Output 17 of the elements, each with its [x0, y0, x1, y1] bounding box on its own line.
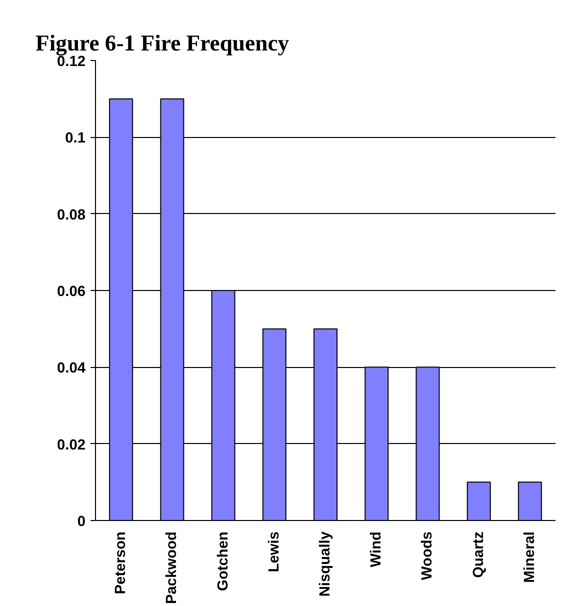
y-tick-label: 0 — [77, 514, 86, 530]
x-tick-label: Lewis — [266, 531, 282, 572]
y-tick-label: 0.02 — [56, 437, 86, 454]
x-tick-label: Gotchen — [215, 531, 232, 591]
x-tick-label: Quartz — [470, 531, 487, 578]
y-tick-label: 0.1 — [65, 130, 86, 147]
x-tick-label: Wind — [368, 531, 385, 568]
x-tick-label: Peterson — [113, 531, 130, 594]
y-tick-label: 0.06 — [56, 284, 86, 300]
y-tick-label: 0.12 — [56, 54, 86, 70]
y-tick-label: 0.04 — [56, 360, 86, 377]
x-tick-label: Mineral — [522, 532, 538, 583]
x-tick-label: Nisqually — [318, 530, 334, 597]
y-tick-label: 0.08 — [56, 207, 86, 224]
x-tick-label: Packwood — [164, 531, 180, 604]
x-tick-label: Woods — [420, 532, 436, 580]
chart-title: Figure 6-1 Fire Frequency — [36, 30, 290, 56]
